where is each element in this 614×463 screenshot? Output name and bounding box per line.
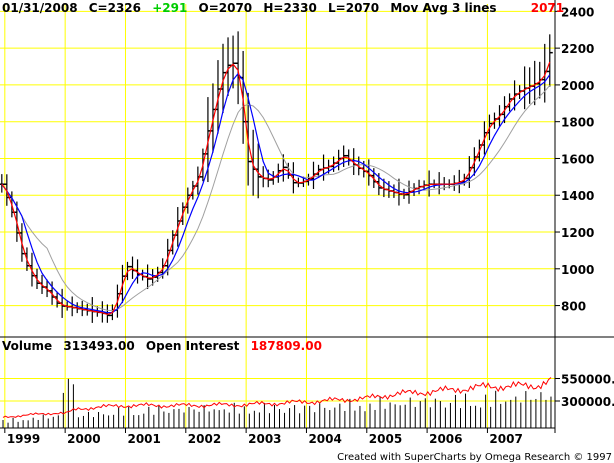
y-tick-label: 1000 — [561, 263, 594, 277]
ohlc-bars — [0, 31, 553, 323]
x-tick-label: 2002 — [188, 432, 221, 446]
x-tick-label: 2006 — [429, 432, 462, 446]
x-tick-label: 2001 — [127, 432, 160, 446]
y-tick-label: 1200 — [561, 226, 594, 240]
mid-moving-average-line — [1, 72, 551, 314]
vol-tick-label: 300000.0 — [561, 395, 614, 409]
volume-label: Volume — [2, 339, 52, 353]
credit-text: Created with SuperCharts by Omega Resear… — [337, 452, 612, 463]
x-tick-label: 2005 — [369, 432, 402, 446]
y-tick-label: 1400 — [561, 189, 594, 203]
x-tick-label: 2000 — [67, 432, 100, 446]
header-mov-avg-value: 2071 — [531, 1, 564, 15]
header-date: 01/31/2008 — [2, 1, 78, 15]
header-open: O=2070 — [199, 1, 253, 15]
y-tick-label: 2000 — [561, 79, 594, 93]
header-close: C=2326 — [89, 1, 141, 15]
header-mov-avg-label: Mov Avg 3 lines — [390, 1, 496, 15]
volume-value: 313493.00 — [63, 339, 134, 353]
axes: 800 1000 1200 1400 1600 1800 2000 2200 2400 1999 2… — [0, 0, 614, 446]
open-interest-label: Open Interest — [146, 339, 240, 353]
header-high: H=2330 — [263, 1, 317, 15]
header-quote-line: 01/31/2008 C=2326 +291 O=2070 H=2330 L=2… — [2, 1, 564, 15]
x-tick-label: 2004 — [308, 432, 341, 446]
slow-moving-average-line — [1, 84, 551, 312]
y-tick-label: 800 — [561, 300, 586, 314]
fast-moving-average-line — [1, 61, 551, 316]
x-tick-label: 2003 — [248, 432, 281, 446]
grid — [0, 4, 555, 428]
header-low: L=2070 — [328, 1, 379, 15]
x-tick-label: 1999 — [7, 432, 40, 446]
vol-tick-label: 550000.0 — [561, 373, 614, 387]
open-interest-line — [2, 377, 552, 419]
x-tick-label: 2007 — [489, 432, 522, 446]
y-tick-label: 2200 — [561, 42, 594, 56]
volume-panel — [2, 377, 552, 428]
moving-averages — [1, 61, 551, 316]
y-tick-label: 1600 — [561, 152, 594, 166]
open-interest-value: 187809.00 — [251, 339, 322, 353]
y-tick-label: 2400 — [561, 5, 594, 19]
header-change: +291 — [152, 1, 187, 15]
y-tick-label: 1800 — [561, 116, 594, 130]
volume-header: Volume 313493.00 Open Interest 187809.00 — [2, 339, 322, 353]
